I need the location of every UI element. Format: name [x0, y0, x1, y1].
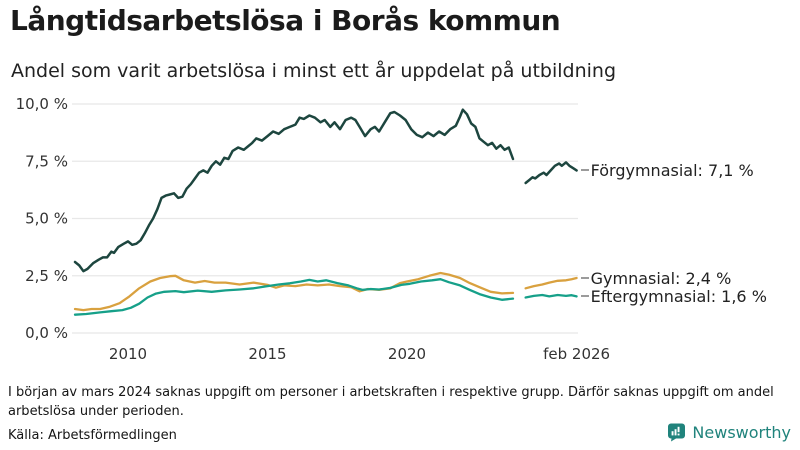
newsworthy-icon: [668, 423, 686, 442]
y-tick-label: 10,0 %: [16, 95, 68, 113]
y-tick-label: 2,5 %: [25, 267, 68, 285]
series-label-forgymnasial: Förgymnasial: 7,1 %: [580, 159, 754, 181]
series-line-förgymnasial: [73, 108, 515, 273]
chart-title: Långtidsarbetslösa i Borås kommun: [10, 4, 561, 37]
series-label-gymnasial: Gymnasial: 2,4 %: [580, 267, 732, 289]
newsworthy-wordmark: Newsworthy: [692, 423, 791, 442]
series-line-gymnasial: [73, 271, 515, 312]
series-line-gymnasial: [524, 276, 578, 290]
series-line-eftergymnasial: [524, 293, 578, 299]
leader-dash-icon: [580, 295, 589, 298]
leader-dash-icon: [580, 169, 589, 172]
source-caption: Källa: Arbetsförmedlingen: [8, 428, 177, 443]
x-tick-label: 2010: [109, 345, 147, 363]
footnote: I början av mars 2024 saknas uppgift om …: [8, 385, 774, 419]
y-tick-label: 0,0 %: [25, 324, 68, 342]
x-tick-label: 2020: [388, 345, 426, 363]
y-tick-label: 7,5 %: [25, 152, 68, 170]
series-label-text: Förgymnasial: 7,1 %: [590, 160, 754, 180]
series-label-text: Gymnasial: 2,4 %: [590, 268, 732, 288]
series-line-förgymnasial: [524, 161, 578, 185]
y-tick-label: 5,0 %: [25, 210, 68, 228]
x-tick-label: 2015: [248, 345, 286, 363]
series-line-eftergymnasial: [73, 278, 515, 316]
leader-dash-icon: [580, 277, 589, 280]
newsworthy-logo[interactable]: Newsworthy: [667, 423, 791, 442]
series-label-text: Eftergymnasial: 1,6 %: [590, 286, 767, 306]
x-tick-label: feb 2026: [543, 345, 610, 363]
series-label-eftergymnasial: Eftergymnasial: 1,6 %: [580, 285, 767, 307]
chart-subtitle: Andel som varit arbetslösa i minst ett å…: [11, 60, 617, 82]
